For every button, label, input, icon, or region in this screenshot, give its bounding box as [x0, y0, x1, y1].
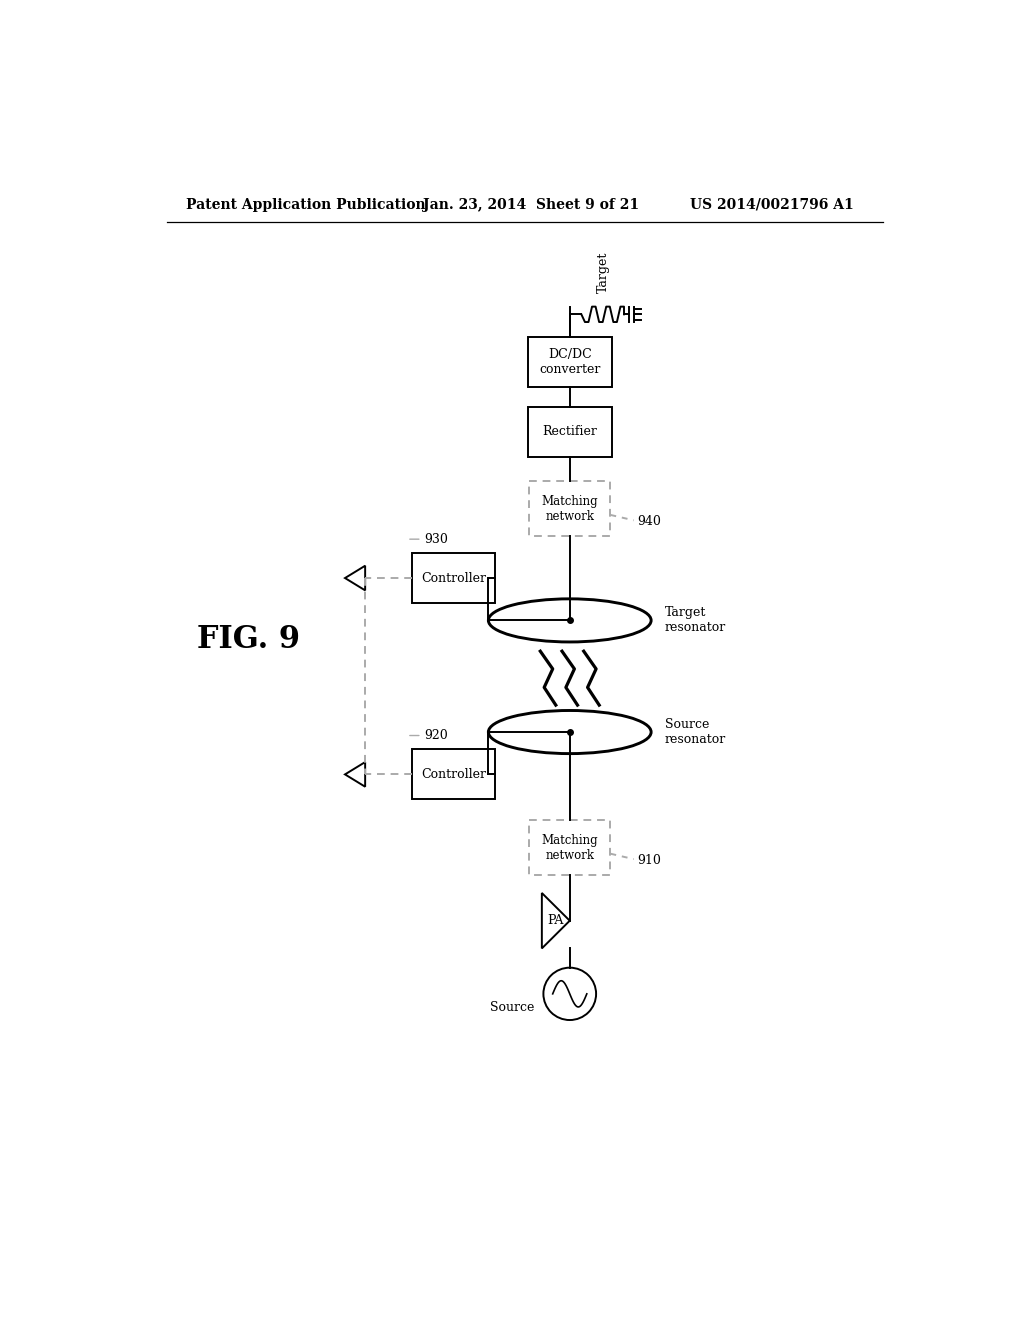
- Text: Target: Target: [597, 251, 609, 293]
- Text: Target
resonator: Target resonator: [665, 606, 726, 635]
- Text: Rectifier: Rectifier: [543, 425, 597, 438]
- Text: Controller: Controller: [421, 768, 486, 781]
- Text: 940: 940: [637, 515, 660, 528]
- Text: FIG. 9: FIG. 9: [197, 624, 300, 655]
- Text: Source
resonator: Source resonator: [665, 718, 726, 746]
- Text: Source: Source: [489, 1001, 535, 1014]
- Text: Jan. 23, 2014  Sheet 9 of 21: Jan. 23, 2014 Sheet 9 of 21: [423, 198, 639, 211]
- Text: Patent Application Publication: Patent Application Publication: [186, 198, 426, 211]
- Bar: [412, 750, 496, 800]
- Bar: [412, 553, 496, 603]
- Text: Matching
network: Matching network: [542, 495, 598, 523]
- Bar: [528, 407, 611, 457]
- Bar: [529, 820, 610, 875]
- Text: DC/DC
converter: DC/DC converter: [539, 348, 600, 376]
- Text: Controller: Controller: [421, 572, 486, 585]
- Bar: [529, 480, 610, 536]
- Text: Matching
network: Matching network: [542, 833, 598, 862]
- Text: 910: 910: [637, 854, 660, 867]
- Text: PA: PA: [548, 915, 564, 927]
- Text: 930: 930: [424, 533, 447, 545]
- Bar: [528, 338, 611, 388]
- Text: US 2014/0021796 A1: US 2014/0021796 A1: [690, 198, 854, 211]
- Text: 920: 920: [424, 729, 447, 742]
